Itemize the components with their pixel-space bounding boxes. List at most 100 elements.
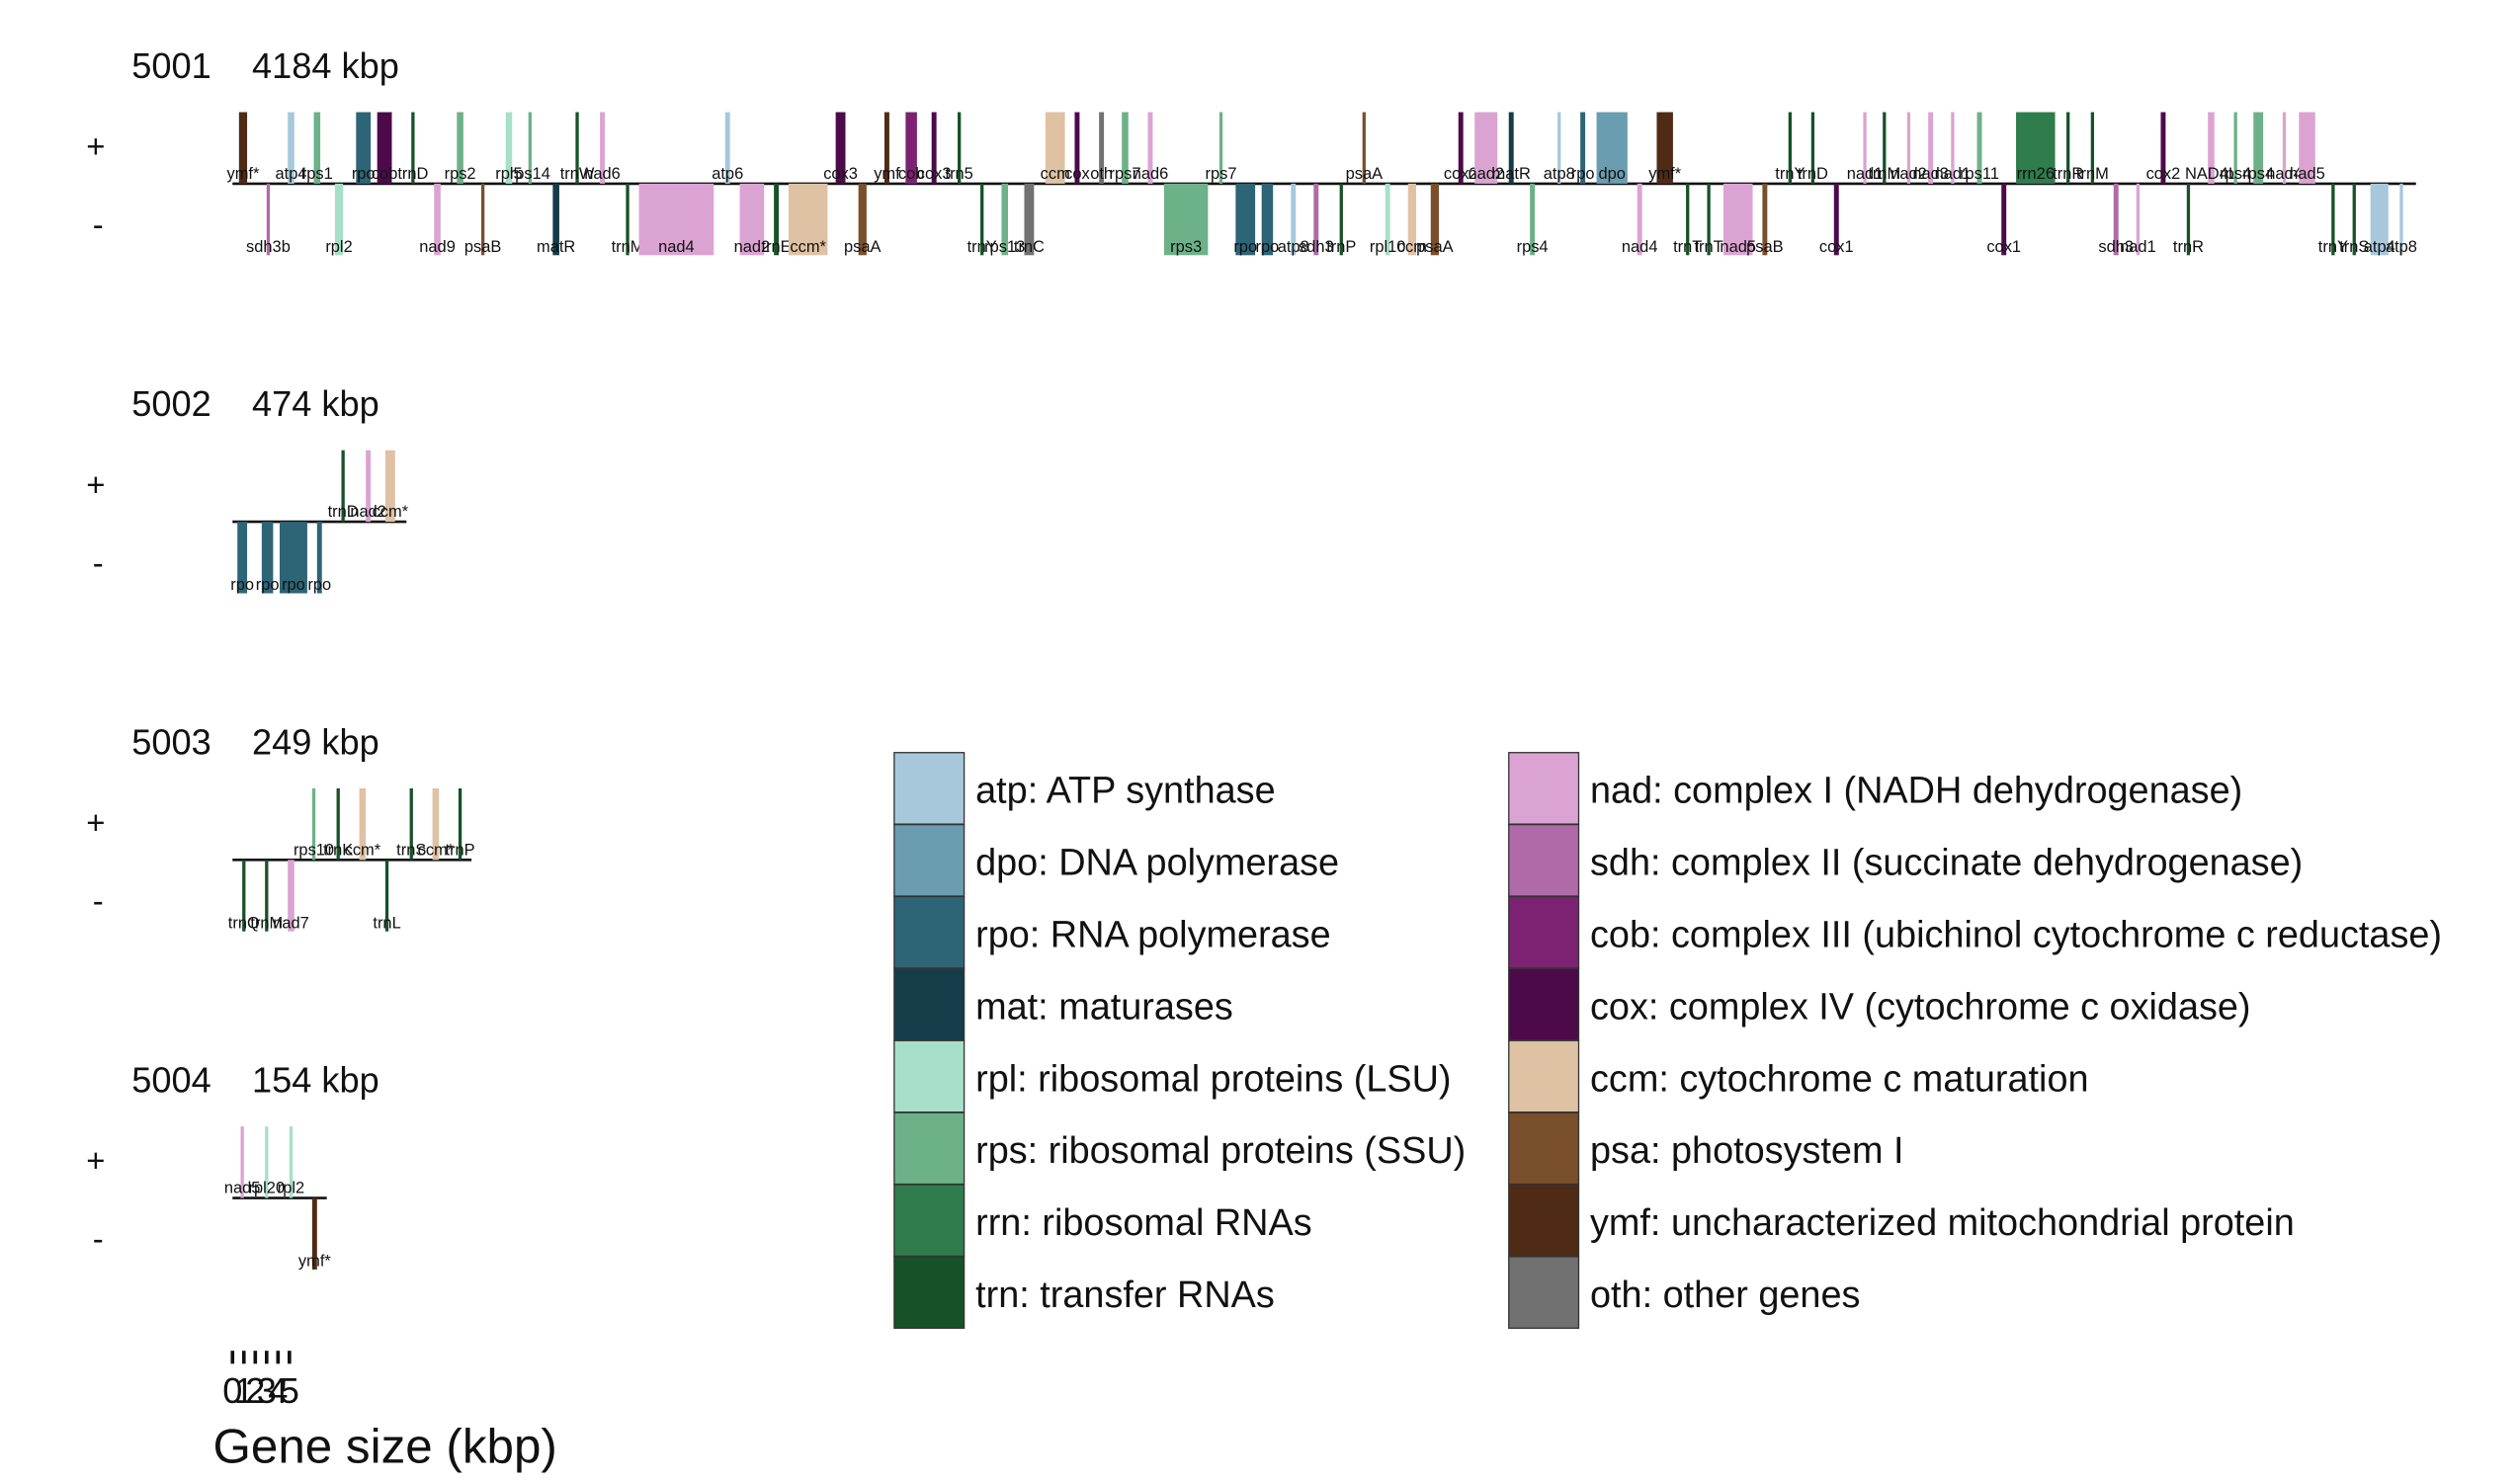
gene-bar-nad <box>600 112 606 184</box>
legend-item-mat: mat: maturases <box>893 967 1233 1041</box>
legend-item-psa: psa: photosystem I <box>1508 1112 1904 1186</box>
gene-bar-ymf <box>238 112 248 184</box>
segment-id: 5002 <box>131 383 211 424</box>
gene-label: cox1 <box>1819 238 1854 256</box>
gene-bar-nad <box>288 860 294 932</box>
scale-tick-label: 3 <box>257 1370 277 1411</box>
gene-bar-cox <box>377 112 392 184</box>
gene-label: ccm* <box>345 841 381 859</box>
gene-label: nad4 <box>2266 165 2303 183</box>
gene-bar-oth <box>1099 112 1105 184</box>
scale-tick-label: 4 <box>268 1370 288 1411</box>
legend-item-trn: trn: transfer RNAs <box>893 1256 1275 1329</box>
legend-swatch <box>893 1184 966 1258</box>
legend-swatch <box>1508 1112 1580 1186</box>
gene-label: dpo <box>1598 165 1625 183</box>
legend-swatch <box>893 752 966 825</box>
legend-swatch <box>893 1039 966 1113</box>
gene-label: trnT <box>1694 238 1722 256</box>
legend-label: rrn: ribosomal RNAs <box>975 1202 1312 1244</box>
gene-bar-rrn <box>2016 112 2056 184</box>
gene-label: nad1 <box>1935 165 1972 183</box>
gene-bar-rpl <box>1385 183 1390 256</box>
plus-strand-label: + <box>86 128 105 165</box>
gene-label: trnP <box>446 841 475 859</box>
legend-item-atp: atp: ATP synthase <box>893 752 1276 825</box>
segment-size: 154 kbp <box>252 1060 379 1101</box>
gene-bar-rps <box>313 112 321 184</box>
gene-label: rpo <box>307 576 331 594</box>
gene-label: rpo <box>1233 238 1257 256</box>
legend-swatch <box>893 1112 966 1186</box>
legend-item-oth: oth: other genes <box>1508 1256 1860 1329</box>
gene-bar-ymf <box>311 1197 317 1270</box>
gene-bar-rps <box>457 112 463 184</box>
gene-label: trnE <box>762 238 792 256</box>
gene-bar-sdh <box>266 183 271 256</box>
gene-label: psaA <box>1416 238 1454 256</box>
gene-label: rpo <box>256 576 280 594</box>
gene-label: nad5 <box>224 1180 261 1197</box>
gene-label: rps3 <box>1170 238 1202 256</box>
gene-bar-ccm <box>1045 112 1065 184</box>
legend-item-rps: rps: ribosomal proteins (SSU) <box>893 1112 1466 1186</box>
legend-item-dpo: dpo: DNA polymerase <box>893 823 1339 897</box>
gene-label: trnY <box>1775 165 1805 183</box>
gene-bar-rpo <box>279 522 307 594</box>
plus-strand-label: + <box>86 804 105 841</box>
gene-bar-trn <box>1686 183 1690 256</box>
gene-bar-trn <box>958 112 962 184</box>
gene-label: ccm <box>1041 165 1070 183</box>
gene-bar-cox <box>2160 112 2166 184</box>
gene-label: nad6 <box>584 165 621 183</box>
gene-label: trnK <box>323 841 353 859</box>
gene-label: nad7 <box>273 914 309 932</box>
segment-id: 5001 <box>131 45 211 86</box>
gene-label: ccm* <box>418 841 455 859</box>
gene-bar-rps <box>1530 183 1536 256</box>
gene-bar-sdh <box>1313 183 1319 256</box>
gene-label: ymf* <box>227 165 260 183</box>
gene-label: trnR <box>2053 165 2083 183</box>
gene-bar-trn <box>1339 183 1343 256</box>
gene-label: psaB <box>464 238 502 256</box>
gene-bar-rps <box>1976 112 1982 184</box>
legend-item-ymf: ymf: uncharacterized mitochondrial prote… <box>1508 1184 2295 1258</box>
plus-strand-label: + <box>86 1142 105 1179</box>
legend-item-cob: cob: complex III (ubichinol cytochrome c… <box>1508 895 2442 969</box>
gene-label: nad4 <box>658 238 695 256</box>
legend-item-sdh: sdh: complex II (succinate dehydrogenase… <box>1508 823 2303 897</box>
gene-label: trn5 <box>946 165 973 183</box>
gene-label: nad1 <box>2120 238 2156 256</box>
segment-size: 4184 kbp <box>252 45 399 86</box>
gene-label: rpo <box>230 576 254 594</box>
gene-label: psaB <box>1746 238 1784 256</box>
gene-label: rps13 <box>984 238 1025 256</box>
gene-bar-nad <box>1722 183 1753 256</box>
legend-label: rpl: ribosomal proteins (LSU) <box>975 1058 1451 1100</box>
gene-bar-rps <box>1001 183 1009 256</box>
gene-label: trnS <box>396 841 426 859</box>
gene-bar-trn <box>1810 112 1815 184</box>
gene-bar-psa <box>1762 183 1768 256</box>
gene-label: trnM <box>2076 165 2109 183</box>
gene-bar-rpl <box>505 112 513 184</box>
gene-label: rps1 <box>301 165 333 183</box>
gene-bar-rpo <box>1261 183 1274 256</box>
legend-swatch <box>1508 967 1580 1041</box>
gene-label: nad5 <box>2289 165 2325 183</box>
gene-bar-nad <box>2208 112 2215 184</box>
gene-bar-rpo <box>1580 112 1586 184</box>
gene-label: rps4 <box>1517 238 1549 256</box>
gene-label: atp4 <box>275 165 306 183</box>
gene-bar-nad <box>1951 112 1955 184</box>
gene-label: ymf <box>874 165 900 183</box>
gene-label: rpl5 <box>495 165 522 183</box>
legend-label: atp: ATP synthase <box>975 771 1276 812</box>
gene-bar-atp <box>1557 112 1561 184</box>
